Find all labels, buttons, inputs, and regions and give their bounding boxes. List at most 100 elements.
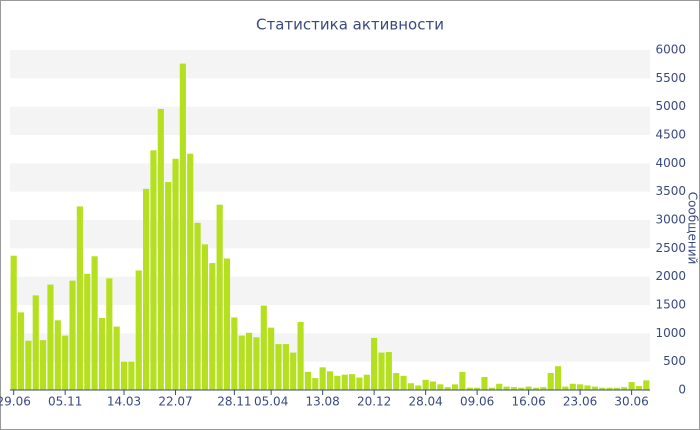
y-tick-label: 0 xyxy=(678,383,686,397)
bar xyxy=(157,108,164,390)
x-tick-label: 16.06 xyxy=(511,395,545,409)
bar xyxy=(348,374,356,390)
y-tick-label: 3500 xyxy=(655,184,686,198)
bar xyxy=(47,284,54,390)
bar xyxy=(496,383,503,390)
x-tick-label: 23.06 xyxy=(563,395,597,409)
x-tick-label: 20.12 xyxy=(357,395,391,409)
bar xyxy=(113,326,120,390)
bar xyxy=(407,383,414,390)
x-tick-label: 30.06 xyxy=(614,395,648,409)
chart-title: Статистика активности xyxy=(256,16,444,34)
bar xyxy=(422,379,429,390)
y-tick-label: 5000 xyxy=(655,99,686,113)
bar xyxy=(201,244,209,390)
bar xyxy=(209,263,216,390)
bar xyxy=(371,337,378,390)
bar xyxy=(577,384,584,390)
x-tick-label: 22.07 xyxy=(158,395,192,409)
bar xyxy=(187,153,194,390)
bar xyxy=(393,373,400,390)
bar xyxy=(503,386,510,390)
bar xyxy=(10,255,17,390)
grid-band xyxy=(10,50,650,79)
bar xyxy=(606,387,613,390)
bar xyxy=(268,327,275,390)
x-tick-label: 28.11 xyxy=(217,395,251,409)
bar xyxy=(341,374,348,390)
bar xyxy=(518,387,525,390)
x-tick-label: 14.03 xyxy=(107,395,141,409)
bar xyxy=(25,340,32,390)
bar xyxy=(569,383,576,390)
bar xyxy=(312,378,319,390)
bar xyxy=(400,375,407,390)
grid-band xyxy=(10,106,650,135)
grid-band xyxy=(10,276,650,305)
bar xyxy=(643,380,650,390)
bar xyxy=(238,335,245,390)
bar xyxy=(363,374,370,390)
bar xyxy=(326,371,334,390)
bar xyxy=(76,206,83,390)
bar xyxy=(172,158,179,390)
grid-band xyxy=(10,220,650,249)
bar xyxy=(143,188,150,390)
bar xyxy=(459,371,466,390)
bar xyxy=(481,376,488,390)
bar xyxy=(128,361,135,390)
bar xyxy=(282,344,289,390)
bar xyxy=(120,361,128,390)
grid-band xyxy=(10,163,650,192)
grid-band xyxy=(10,333,650,362)
bar xyxy=(584,385,591,390)
x-tick-label: 29.06 xyxy=(0,395,31,409)
bar xyxy=(466,387,473,390)
bar xyxy=(135,270,142,390)
bar xyxy=(32,295,39,390)
bar xyxy=(165,182,172,390)
bar xyxy=(437,384,444,390)
y-tick-label: 4000 xyxy=(655,156,686,170)
bar xyxy=(621,387,628,390)
bar xyxy=(510,387,517,390)
x-tick-label: 09.06 xyxy=(460,395,494,409)
bar xyxy=(150,150,157,390)
bar xyxy=(290,352,297,390)
bar xyxy=(628,382,635,390)
bar xyxy=(635,386,643,390)
y-tick-label: 5500 xyxy=(655,71,686,85)
bar xyxy=(562,386,569,390)
bar xyxy=(613,387,620,390)
bar xyxy=(415,385,422,390)
bar xyxy=(62,335,69,390)
bar xyxy=(525,386,532,390)
bar xyxy=(451,384,459,390)
x-tick-label: 13.08 xyxy=(305,395,339,409)
y-tick-label: 1500 xyxy=(655,298,686,312)
y-tick-label: 2000 xyxy=(655,269,686,283)
bar xyxy=(17,312,25,390)
bar xyxy=(319,367,326,390)
bar xyxy=(378,352,385,390)
bar xyxy=(275,344,282,390)
bar xyxy=(54,320,61,390)
y-tick-label: 3000 xyxy=(655,213,686,227)
bar xyxy=(260,305,267,390)
bar xyxy=(532,387,540,390)
bar xyxy=(554,366,562,390)
bar xyxy=(106,278,113,390)
bar xyxy=(69,280,76,390)
bar xyxy=(84,273,91,390)
bar xyxy=(547,373,554,390)
bar xyxy=(216,204,223,390)
x-tick-label: 05.04 xyxy=(254,395,288,409)
y-tick-label: 2500 xyxy=(655,241,686,255)
bar xyxy=(40,340,47,390)
bar xyxy=(599,387,606,390)
y-tick-label: 6000 xyxy=(655,43,686,57)
bar xyxy=(98,318,106,390)
bar xyxy=(488,387,495,390)
x-tick-label: 28.04 xyxy=(408,395,442,409)
